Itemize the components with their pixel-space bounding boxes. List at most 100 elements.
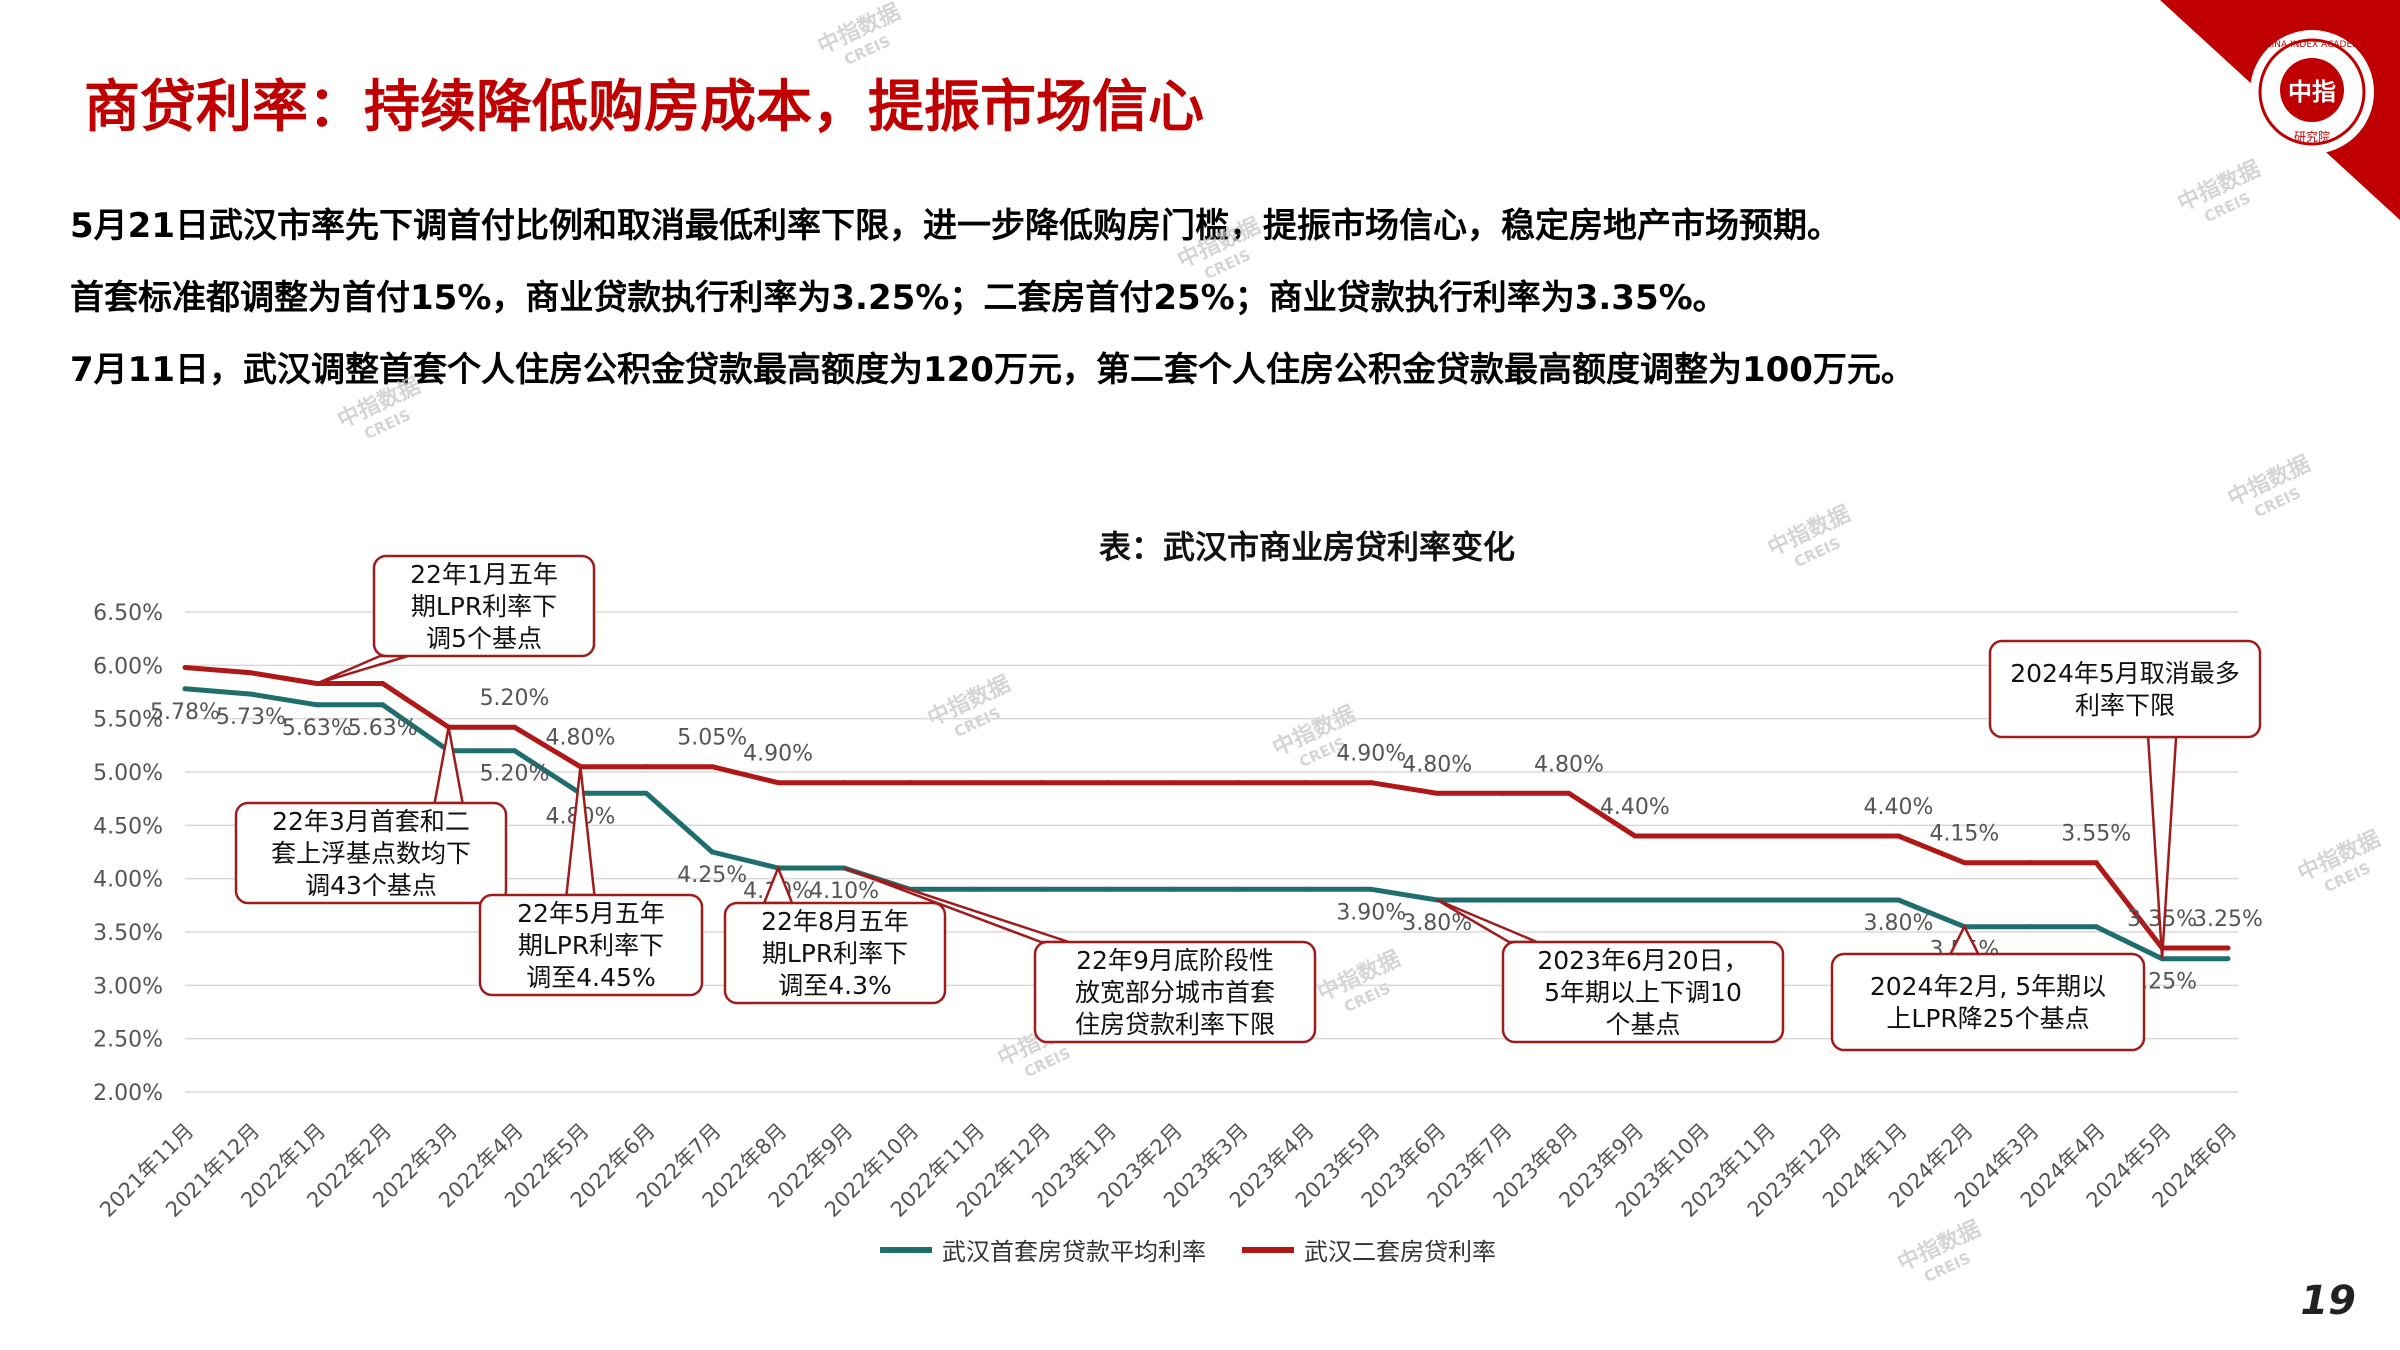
callout-box [1501, 940, 1785, 1044]
data-point [973, 886, 979, 892]
logo-ring [2258, 38, 2366, 146]
data-point [380, 680, 386, 686]
callout-box [372, 554, 596, 658]
series-line-2 [184, 665, 2228, 951]
data-label: 3.90% [1336, 900, 1406, 925]
data-point [1764, 833, 1770, 839]
callout-text: 期LPR利率下 [411, 592, 557, 621]
callout-text: 期LPR利率下 [518, 931, 664, 960]
data-point [1764, 897, 1770, 903]
data-point [248, 691, 254, 697]
callout-box [723, 901, 947, 1005]
y-tick-label: 3.00% [93, 974, 163, 999]
y-tick-label: 6.50% [93, 601, 163, 626]
data-point [1039, 780, 1045, 786]
data-point [1434, 790, 1440, 796]
callout-text: 22年8月五年 [761, 907, 909, 936]
data-point [709, 764, 715, 770]
data-point [2225, 956, 2231, 962]
callout-box [1033, 940, 1317, 1044]
callout-text: 22年5月五年 [517, 899, 665, 928]
callout-text: 22年3月首套和二 [272, 807, 470, 836]
legend-swatch [1242, 1246, 1294, 1253]
data-label: 4.80% [1402, 752, 1472, 777]
callout-text: 2024年2月, 5年期以 [1870, 972, 2106, 1001]
legend-label: 武汉二套房贷利率 [1304, 1238, 1496, 1266]
data-point [1236, 886, 1242, 892]
callout-text: 调至4.3% [778, 971, 892, 1000]
callout-text: 放宽部分城市首套 [1075, 978, 1275, 1007]
data-point [1368, 886, 1374, 892]
y-tick-label: 3.50% [93, 921, 163, 946]
callout-text: 套上浮基点数均下 [271, 839, 471, 868]
page-title: 商贷利率：持续降低购房成本，提振市场信心 [84, 75, 1204, 140]
data-label: 5.20% [480, 762, 550, 787]
y-tick-label: 4.50% [93, 814, 163, 839]
callout-text: 2023年6月20日， [1537, 946, 1748, 975]
data-point [1368, 780, 1374, 786]
callout-text: 期LPR利率下 [762, 939, 908, 968]
data-point [643, 790, 649, 796]
data-point [1895, 833, 1901, 839]
data-point [182, 686, 188, 692]
data-point [1566, 897, 1572, 903]
data-point [1500, 790, 1506, 796]
data-point [1830, 897, 1836, 903]
callout-text: 2024年5月取消最多 [2010, 659, 2240, 688]
data-point [1961, 860, 1967, 866]
data-point [1105, 780, 1111, 786]
data-point [1302, 886, 1308, 892]
callout-box [478, 893, 704, 997]
legend-item-first: 武汉首套房贷款平均利率 [880, 1232, 1206, 1267]
legend-swatch [880, 1246, 932, 1253]
data-point [512, 724, 518, 730]
data-point [709, 849, 715, 855]
callout-text: 利率下限 [2075, 691, 2175, 720]
y-tick-label: 4.00% [93, 868, 163, 893]
callout-text: 22年9月底阶段性 [1076, 946, 1274, 975]
data-point [182, 664, 188, 670]
data-point [643, 764, 649, 770]
callout-pointer [316, 654, 409, 685]
data-point [1171, 780, 1177, 786]
callout-text: 调43个基点 [305, 871, 437, 900]
callout-box [1988, 639, 2262, 739]
data-label: 3.80% [1864, 911, 1934, 936]
intro-line-1: 5月21日武汉市率先下调首付比例和取消最低利率下限，进一步降低购房门槛，提振市场… [70, 206, 1841, 246]
callout-text: 调5个基点 [426, 624, 542, 653]
data-label: 3.25% [2193, 907, 2263, 932]
legend-item-second: 武汉二套房贷利率 [1242, 1232, 1496, 1267]
data-point [1039, 886, 1045, 892]
data-label: 4.90% [1336, 742, 1406, 767]
y-tick-label: 6.00% [93, 654, 163, 679]
data-point [1830, 833, 1836, 839]
callout-box [234, 801, 508, 905]
intro-line-2: 首套标准都调整为首付15%，商业贷款执行利率为3.25%；二套房首付25%；商业… [70, 278, 1727, 318]
data-point [973, 780, 979, 786]
data-point [1698, 833, 1704, 839]
callout-box [1830, 952, 2146, 1052]
data-point [1500, 897, 1506, 903]
y-tick-label: 2.50% [93, 1028, 163, 1053]
data-point [1302, 780, 1308, 786]
data-point [1632, 833, 1638, 839]
data-point [2093, 924, 2099, 930]
logo-text: 中指 [2288, 78, 2336, 106]
data-point [512, 748, 518, 754]
data-label: 4.40% [1600, 795, 1670, 820]
chart-legend: 武汉首套房贷款平均利率 武汉二套房贷利率 [880, 1232, 1496, 1267]
series-line-1 [184, 686, 2228, 962]
data-point [1171, 886, 1177, 892]
data-point [380, 702, 386, 708]
callout-text: 住房贷款利率下限 [1075, 1010, 1275, 1039]
page-number: 19 [2300, 1278, 2356, 1324]
intro-line-3: 7月11日，武汉调整首套个人住房公积金贷款最高额度为120万元，第二套个人住房公… [70, 350, 1915, 390]
data-point [248, 670, 254, 676]
